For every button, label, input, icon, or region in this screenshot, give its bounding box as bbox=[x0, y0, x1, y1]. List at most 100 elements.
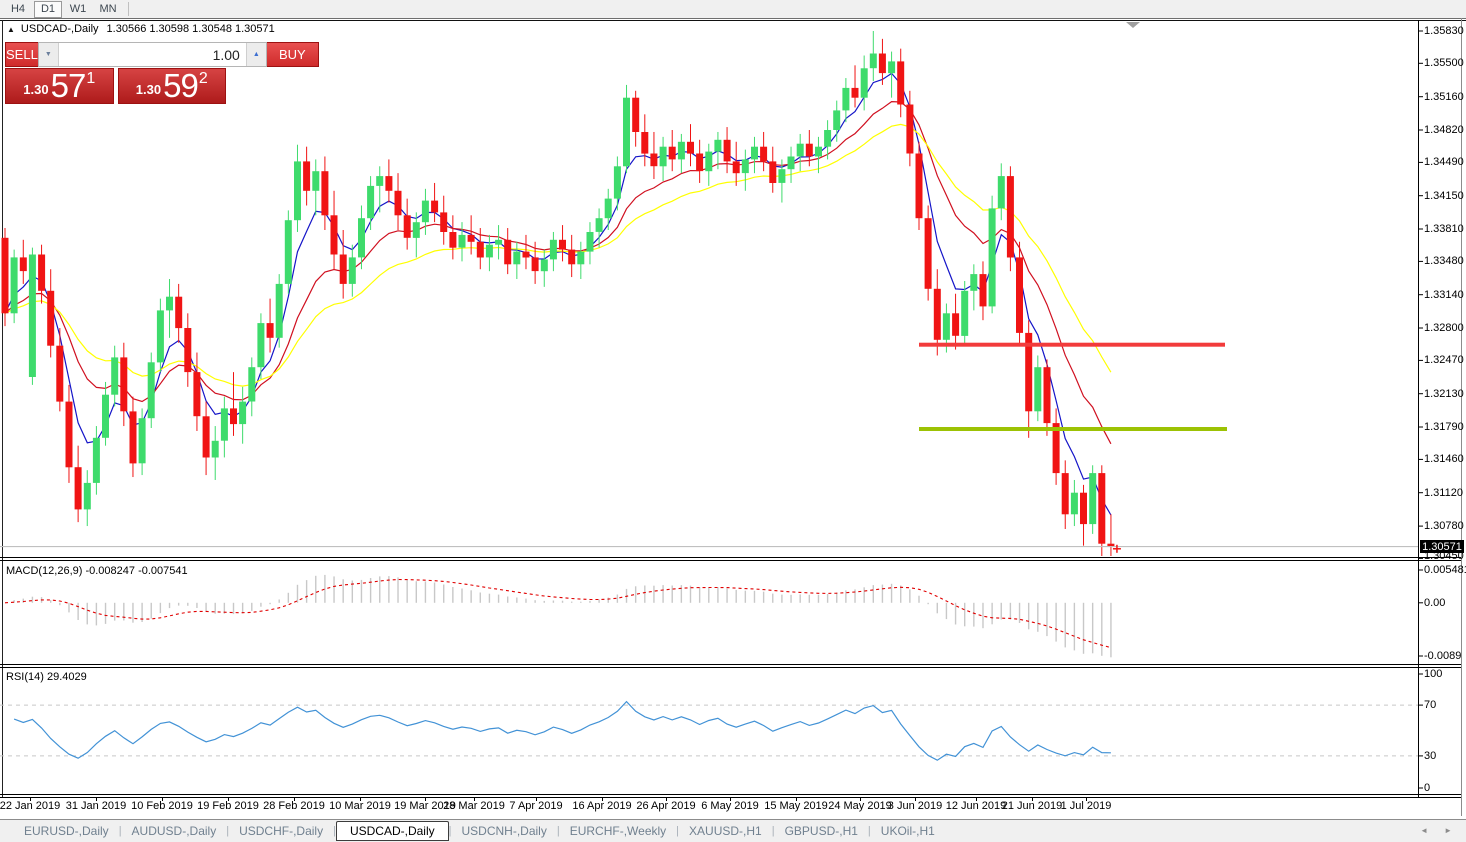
price-axis-label: 1.35160 bbox=[1424, 90, 1464, 103]
timeframe-button-h4[interactable]: H4 bbox=[10, 3, 26, 15]
tab-separator: | bbox=[333, 825, 336, 837]
date-axis-label: 28 Mar 2019 bbox=[443, 800, 505, 812]
buy-button[interactable]: BUY bbox=[266, 42, 319, 67]
toolbar-separator bbox=[128, 2, 129, 16]
buy-price-prefix: 1.30 bbox=[135, 82, 162, 97]
current-price-badge: 1.30571 bbox=[1420, 540, 1464, 553]
date-axis-label: 15 May 2019 bbox=[764, 800, 828, 812]
date-axis-label: 26 Apr 2019 bbox=[636, 800, 696, 812]
price-axis-label: 1.32800 bbox=[1424, 322, 1464, 335]
date-axis-label: 19 Feb 2019 bbox=[197, 800, 259, 812]
sell-button[interactable]: SELL bbox=[5, 42, 38, 67]
rsi-axis-label: 0 bbox=[1424, 782, 1431, 794]
tab-usdchf-daily[interactable]: USDCHF-,Daily bbox=[239, 824, 324, 838]
symbol-tabbar: EURUSD-,Daily | AUDUSD-,Daily | USDCHF-,Dail… bbox=[0, 819, 1466, 842]
rsi-label: RSI(14) 29.4029 bbox=[6, 671, 87, 683]
price-axis-label: 1.32470 bbox=[1424, 354, 1464, 367]
price-axis-label: 1.31120 bbox=[1424, 486, 1463, 499]
macd-axis-label: 0.005481 bbox=[1424, 564, 1466, 576]
rsi-indicator bbox=[0, 700, 1418, 761]
buy-price-big: 59 bbox=[163, 67, 199, 104]
tab-ukoil-h1[interactable]: UKOil-,H1 bbox=[880, 824, 935, 838]
date-axis-label: 3 Jun 2019 bbox=[887, 800, 943, 812]
date-axis-label: 10 Feb 2019 bbox=[131, 800, 193, 812]
sell-price-big: 57 bbox=[50, 67, 87, 104]
chevron-up-icon: ▲ bbox=[252, 51, 260, 58]
tab-scroll-left-icon[interactable]: ◄ bbox=[1420, 826, 1429, 835]
date-axis-label: 16 Apr 2019 bbox=[572, 800, 632, 812]
chart-symbol-period: USDCAD-,Daily bbox=[20, 23, 99, 35]
sell-price-sup: 1 bbox=[86, 70, 96, 87]
tab-eurusd-daily[interactable]: EURUSD-,Daily bbox=[24, 824, 109, 838]
tab-xauusd-h1[interactable]: XAUUSD-,H1 bbox=[689, 824, 762, 838]
price-axis-label: 1.31790 bbox=[1424, 421, 1464, 434]
buy-price-box[interactable]: 1.30 59 2 bbox=[117, 67, 226, 104]
rsi-axis-label: 70 bbox=[1424, 699, 1437, 712]
tab-separator: | bbox=[448, 825, 452, 837]
tab-separator: | bbox=[771, 825, 775, 837]
macd-axis-label: 0.00 bbox=[1424, 596, 1446, 609]
timeframe-button-w1[interactable]: W1 bbox=[69, 3, 87, 15]
date-axis-label: 28 Feb 2019 bbox=[263, 800, 325, 812]
date-axis-label: 10 Mar 2019 bbox=[329, 800, 391, 812]
tab-separator: | bbox=[226, 825, 230, 837]
tab-usdcnh-daily[interactable]: USDCNH-,Daily bbox=[461, 824, 547, 838]
volume-input[interactable] bbox=[58, 43, 246, 66]
rsi-axis-label: 100 bbox=[1424, 668, 1443, 680]
price-axis-label: 1.35500 bbox=[1424, 57, 1464, 70]
date-axis-label: 6 May 2019 bbox=[701, 800, 759, 812]
tab-scroll-right-icon[interactable]: ► bbox=[1444, 826, 1452, 835]
sell-price-box[interactable]: 1.30 57 1 bbox=[5, 68, 114, 104]
tab-gbpusd-h1[interactable]: GBPUSD-,H1 bbox=[784, 824, 858, 838]
date-axis-label: 1 Jul 2019 bbox=[1060, 800, 1112, 812]
price-axis-label: 1.33140 bbox=[1424, 288, 1464, 301]
tab-separator: | bbox=[867, 825, 871, 837]
price-axis-label: 1.31460 bbox=[1424, 453, 1464, 466]
timeframe-button-mn[interactable]: MN bbox=[99, 3, 117, 15]
date-axis-label: 7 Apr 2019 bbox=[509, 800, 563, 812]
support-line[interactable] bbox=[919, 427, 1227, 431]
volume-decrease-button[interactable]: ▼ bbox=[38, 43, 59, 66]
tab-audusd-daily[interactable]: AUDUSD-,Daily bbox=[131, 824, 217, 838]
chart-canvas[interactable] bbox=[0, 0, 1466, 818]
price-axis-label: 1.34490 bbox=[1424, 156, 1464, 169]
price-axis-label: 1.35830 bbox=[1424, 25, 1464, 37]
candlestick-series bbox=[1, 31, 1115, 556]
collapse-icon[interactable]: ▲ bbox=[7, 25, 15, 34]
sell-price-prefix: 1.30 bbox=[23, 82, 49, 97]
buy-price-sup: 2 bbox=[198, 70, 208, 87]
chart-header: ▲ USDCAD-,Daily 1.30566 1.30598 1.30548 1.… bbox=[7, 23, 275, 35]
chart-shift-icon[interactable] bbox=[1126, 22, 1140, 28]
macd-label: MACD(12,26,9) -0.008247 -0.007541 bbox=[6, 565, 188, 577]
tab-eurchf-weekly[interactable]: EURCHF-,Weekly bbox=[569, 824, 667, 838]
price-axis-label: 1.34150 bbox=[1424, 189, 1464, 202]
price-axis-label: 1.30450 bbox=[1424, 550, 1464, 562]
macd-axis-label: -0.0089 bbox=[1424, 649, 1462, 662]
tab-separator: | bbox=[118, 825, 122, 837]
chart-frame bbox=[0, 18, 1466, 816]
date-axis-label: 12 Jun 2019 bbox=[945, 800, 1007, 812]
date-axis-label: 22 Jan 2019 bbox=[0, 800, 61, 812]
moving-averages bbox=[4, 72, 1112, 516]
date-axis-label: 24 May 2019 bbox=[828, 800, 892, 812]
date-axis-label: 19 Mar 2019 bbox=[394, 800, 456, 812]
chart-ohlc-values: 1.30566 1.30598 1.30548 1.30571 bbox=[106, 23, 275, 35]
rsi-axis-label: 30 bbox=[1424, 749, 1437, 762]
timeframe-button-d1[interactable]: D1 bbox=[34, 0, 62, 18]
date-axis-label: 21 Jun 2019 bbox=[1001, 800, 1063, 812]
price-axis-label: 1.34820 bbox=[1424, 124, 1464, 136]
volume-increase-button[interactable]: ▲ bbox=[245, 43, 266, 66]
timeframe-toolbar: H4 D1 W1 MN bbox=[0, 0, 1466, 18]
macd-indicator bbox=[4, 574, 1112, 658]
axis-ticks bbox=[30, 30, 1423, 801]
resistance-line[interactable] bbox=[919, 342, 1225, 347]
tab-separator: | bbox=[556, 825, 560, 837]
chevron-down-icon: ▼ bbox=[44, 51, 52, 58]
price-axis-label: 1.30780 bbox=[1424, 520, 1464, 533]
volume-spinner: ▼ ▲ bbox=[37, 42, 267, 67]
price-axis-label: 1.33480 bbox=[1424, 255, 1464, 268]
tab-usdcad-daily[interactable]: USDCAD-,Daily bbox=[335, 821, 449, 841]
price-axis-label: 1.32130 bbox=[1424, 387, 1464, 400]
current-price-line bbox=[0, 544, 1418, 553]
